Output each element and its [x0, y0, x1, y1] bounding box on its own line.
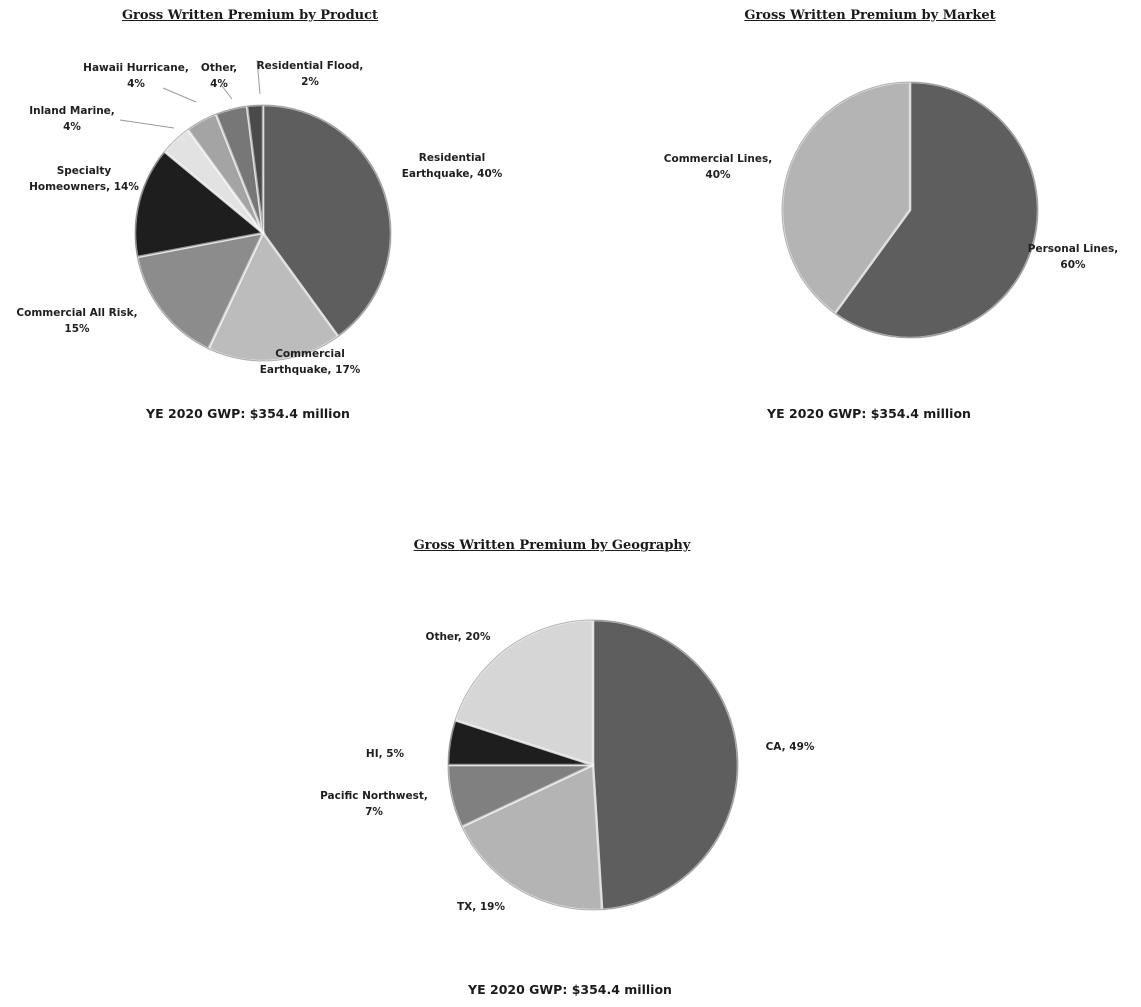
chart-title: Gross Written Premium by Market [744, 8, 996, 23]
slice-label: Commercial Lines, 40% [663, 153, 773, 181]
slice-label: Specialty Homeowners, 14% [29, 165, 139, 193]
pie-slice [206, 230, 340, 363]
pie-slice [261, 103, 393, 339]
pie-slice [135, 231, 266, 351]
pie-outline [134, 104, 392, 362]
slice-label: Other, 20% [425, 631, 491, 643]
slice-label: Personal Lines, 60% [1027, 243, 1119, 271]
pie-outline [781, 81, 1039, 339]
leader-line [256, 59, 261, 95]
slice-label: Commercial Earthquake, 17% [259, 348, 361, 376]
slice-label: Commercial All Risk, 15% [16, 307, 138, 335]
slice-label: CA, 49% [765, 741, 815, 753]
chart-caption: YE 2020 GWP: $354.4 million [468, 982, 672, 997]
pie-slice [245, 103, 265, 234]
chart-caption: YE 2020 GWP: $354.4 million [146, 406, 350, 421]
slice-label: Pacific Northwest, 7% [320, 790, 428, 818]
pie-slice [780, 80, 912, 316]
slice-label: Other, 4% [200, 62, 238, 90]
leader-line [221, 85, 233, 100]
leader-line [119, 119, 175, 129]
chart-caption: YE 2020 GWP: $354.4 million [767, 406, 971, 421]
slice-label: Hawaii Hurricane, 4% [83, 62, 189, 90]
pie-slice [453, 618, 595, 767]
leader-line [162, 87, 197, 103]
slice-label: Inland Marine, 4% [29, 105, 115, 133]
pie-slice [591, 618, 740, 912]
pie-slice [460, 763, 604, 912]
slice-label: Residential Flood, 2% [256, 60, 364, 88]
slice-label: Residential Earthquake, 40% [401, 152, 503, 180]
pie-slice [133, 149, 266, 259]
pie-outline [447, 619, 739, 911]
chart-title: Gross Written Premium by Geography [413, 538, 691, 553]
pie-slice [833, 80, 1040, 340]
slice-label: TX, 19% [456, 901, 506, 913]
chart-title: Gross Written Premium by Product [121, 8, 379, 23]
slice-label: HI, 5% [365, 748, 405, 760]
